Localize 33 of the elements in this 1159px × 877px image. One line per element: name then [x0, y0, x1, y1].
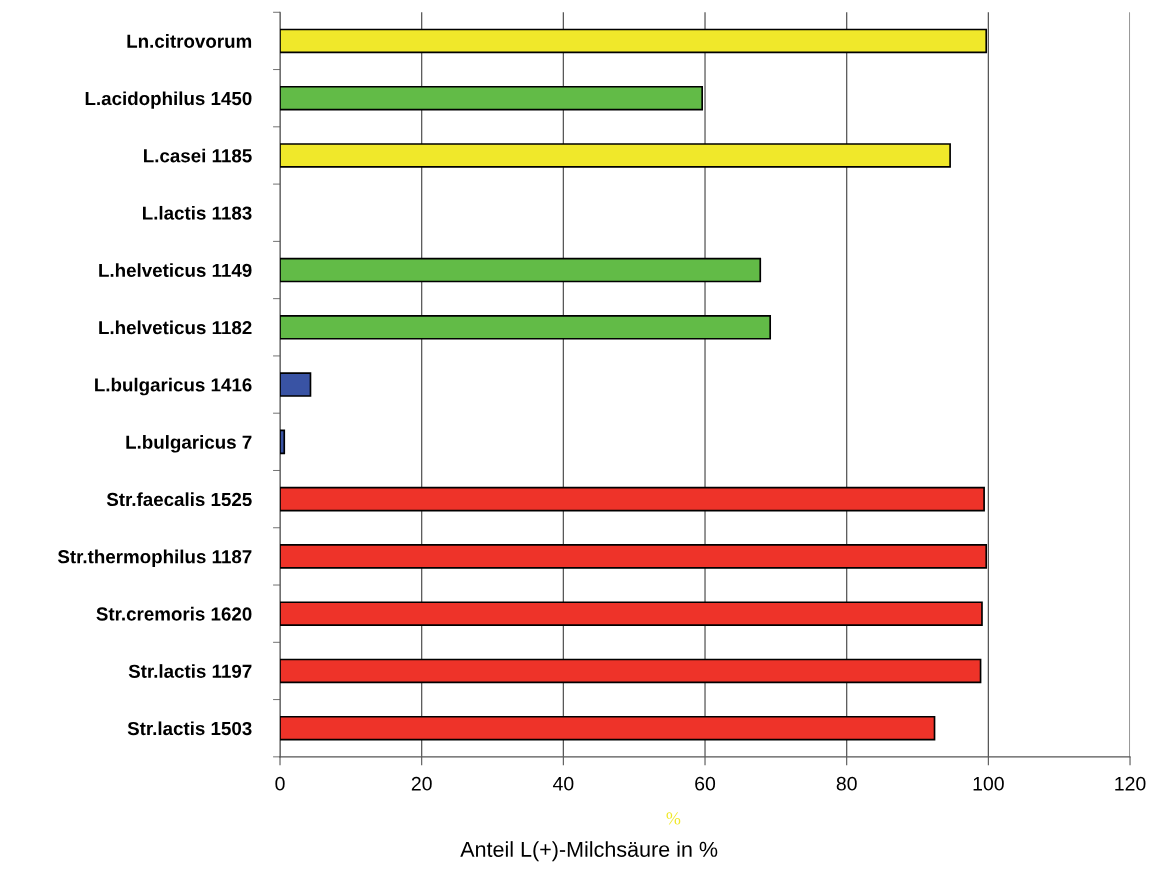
- x-tick-label: 60: [695, 776, 716, 791]
- y-tick-label: L.helveticus 1182: [99, 320, 252, 335]
- y-tick-label: L.bulgaricus 1416: [95, 377, 252, 396]
- bar: [280, 257, 762, 283]
- y-tick-label: L.casei 1185: [144, 148, 252, 163]
- y-tick-label: L.acidophilus 1450: [85, 91, 252, 109]
- y-tick-label: Str.thermophilus 1187: [57, 549, 252, 568]
- y-tick-label: Ln.citrovorum: [127, 34, 252, 48]
- x-tick-label: 100: [973, 776, 1004, 791]
- bar: [280, 143, 951, 168]
- y-tick-label: L.bulgaricus 7: [126, 435, 252, 453]
- text: %: [666, 812, 681, 825]
- y-tick-label: Str.faecalis 1525: [106, 492, 252, 507]
- y-tick-label: Str.lactis 1503: [127, 721, 252, 736]
- x-tick-label: 0: [275, 776, 285, 791]
- y-tick-label: L.lactis 1183: [143, 205, 252, 220]
- x-axis-title: Anteil L(+)-Milchsäure in %: [460, 841, 718, 862]
- x-tick-label: 80: [836, 776, 857, 791]
- bar: [280, 544, 988, 569]
- x-tick-label: 20: [411, 776, 432, 791]
- bar: [280, 486, 985, 512]
- bar: [280, 372, 312, 397]
- x-tick-label: 40: [552, 776, 574, 791]
- bar: [280, 314, 772, 340]
- y-tick-label: Str.cremoris 1620: [96, 606, 252, 621]
- bar: [280, 601, 983, 626]
- y-tick-label: Str.lactis 1197: [128, 664, 252, 678]
- bar: [280, 28, 988, 54]
- bar: [280, 658, 982, 684]
- bar: [280, 715, 936, 741]
- y-tick-label: L.helveticus 1149: [99, 263, 252, 277]
- x-tick-label: 120: [1115, 776, 1146, 791]
- bar: [280, 85, 704, 111]
